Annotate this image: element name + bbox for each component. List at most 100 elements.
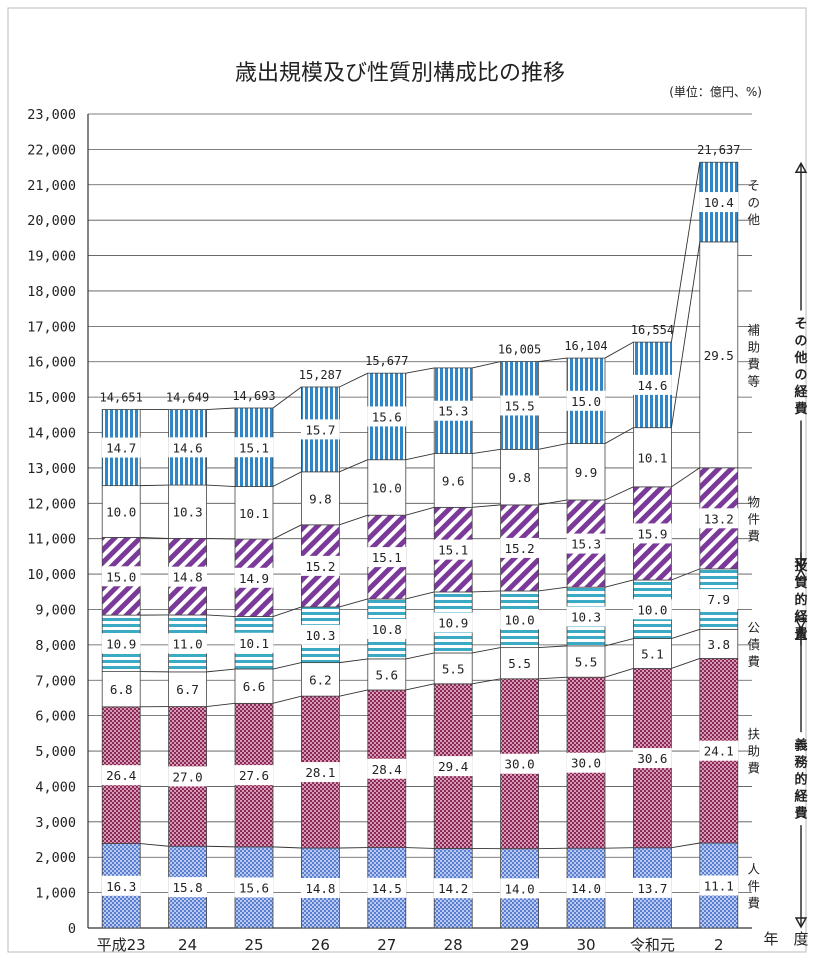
bar-label-band-1-1 [168, 766, 207, 787]
data-label-2-1: 27.6 [239, 768, 269, 783]
data-label-0-3: 10.9 [106, 636, 136, 651]
connector-3-3 [339, 658, 368, 664]
bar-label-band-4-6 [367, 406, 407, 427]
category-label-3-char-2: 費 [748, 654, 761, 669]
connector-7-7 [604, 341, 634, 359]
connector-2-4 [405, 683, 435, 691]
bar-label-band-2-4 [234, 567, 274, 588]
connector-2-5 [472, 678, 501, 685]
bar-label-band-5-0 [433, 878, 473, 899]
y-tick-4: 4,000 [35, 779, 76, 795]
bar-label-band-7-6 [566, 390, 606, 411]
y-tick-18: 18,000 [27, 284, 76, 300]
group-label-2-char-1: 務 [794, 755, 808, 771]
data-label-7-4: 15.3 [571, 537, 601, 552]
data-label-8-6: 14.6 [637, 378, 667, 393]
data-label-6-3: 10.0 [505, 612, 535, 627]
bar-7-2 [566, 645, 606, 678]
data-label-8-4: 15.9 [637, 526, 667, 541]
connector-4-8 [671, 568, 700, 581]
bar-label-band-2-1 [234, 765, 274, 786]
y-tick-2: 2,000 [35, 850, 76, 866]
group-label-0-char-5: 費 [794, 401, 807, 417]
data-label-0-1: 26.4 [106, 768, 136, 783]
connector-6-3 [339, 459, 368, 473]
bar-9-5 [699, 241, 739, 469]
category-label-1-char-0: 補 [748, 322, 761, 337]
connector-4-6 [538, 586, 568, 592]
bar-5-5 [433, 453, 473, 508]
category-label-4-char-0: 扶 [748, 727, 761, 742]
bar-label-band-6-0 [500, 878, 539, 899]
group-label-0-char-4: 経 [794, 384, 808, 400]
bar-label-band-9-0 [699, 875, 739, 896]
y-tick-16: 16,000 [27, 355, 76, 371]
group-label-1-char-1: 資 [794, 575, 807, 591]
data-label-9-1: 24.1 [704, 744, 734, 759]
group-arrow-up-0 [794, 161, 808, 173]
connector-6-6 [538, 443, 568, 450]
data-label-0-5: 10.0 [106, 505, 136, 520]
total-labels: 14,651 14,649 14,693 15,287 15,677 16,005 16,1… [100, 143, 741, 404]
total-label-3: 15,287 [299, 368, 342, 382]
data-label-9-3: 7.9 [708, 592, 731, 607]
bar-label-band-8-4 [633, 523, 672, 544]
category-label-2-char-1: 件 [748, 511, 761, 526]
data-label-5-5: 9.6 [442, 473, 465, 488]
data-label-1-3: 11.0 [173, 636, 203, 651]
y-tick-3: 3,000 [35, 815, 76, 831]
x-tick-9: 2 [714, 936, 724, 954]
connector-6-1 [206, 484, 236, 487]
category-label-2-char-0: 物 [748, 494, 761, 509]
unit-label: (単位：億円、%) [669, 84, 762, 99]
bar-label-band-7-4 [566, 533, 606, 554]
bar-9-2 [699, 628, 739, 659]
y-tick-1: 1,000 [35, 886, 76, 902]
category-label-4: 扶助費 [748, 727, 761, 776]
bar-label-band-0-0 [101, 875, 141, 896]
connector-1-2 [272, 846, 302, 849]
category-label-0: その他 [748, 178, 761, 227]
connector-4-3 [339, 598, 368, 608]
bar-label-band-9-6 [699, 192, 739, 213]
connector-7-8 [670, 162, 701, 343]
connector-7-6 [538, 357, 568, 363]
bar-label-band-6-4 [500, 537, 539, 558]
data-label-9-4: 13.2 [704, 511, 734, 526]
data-label-7-0: 14.0 [571, 881, 601, 896]
bar-label-band-3-6 [301, 419, 340, 440]
data-label-1-6: 14.6 [173, 440, 203, 455]
connector-4-1 [206, 614, 236, 617]
data-label-4-3: 10.8 [372, 622, 402, 637]
y-tick-23: 23,000 [27, 107, 76, 123]
bar-label-band-0-6 [101, 437, 141, 458]
bar-2-5 [234, 486, 274, 540]
y-tick-14: 14,000 [27, 426, 76, 442]
data-label-8-5: 10.1 [637, 450, 667, 465]
bar-0-2 [101, 671, 141, 708]
bar-label-band-6-6 [500, 395, 539, 416]
bar-label-band-1-3 [168, 633, 207, 654]
y-tick-21: 21,000 [27, 178, 76, 194]
bar-label-band-5-6 [433, 400, 473, 421]
data-label-9-5: 29.5 [704, 348, 734, 363]
connector-4-4 [405, 591, 435, 600]
bar-label-band-4-1 [367, 758, 407, 779]
chart-title: 歳出規模及び性質別構成比の推移 [235, 61, 565, 86]
total-label-4: 15,677 [365, 354, 408, 368]
y-tick-5: 5,000 [35, 744, 76, 760]
data-label-4-0: 14.5 [372, 881, 402, 896]
category-label-1-char-2: 費 [748, 356, 761, 371]
bar-label-band-3-0 [301, 878, 340, 899]
category-label-1-char-1: 助 [748, 339, 761, 354]
data-label-7-6: 15.0 [571, 394, 601, 409]
y-tick-13: 13,000 [27, 461, 76, 477]
connector-3-5 [472, 647, 501, 654]
connector-5-3 [339, 514, 368, 526]
connector-6-0 [140, 484, 169, 487]
y-tick-9: 9,000 [35, 602, 76, 618]
